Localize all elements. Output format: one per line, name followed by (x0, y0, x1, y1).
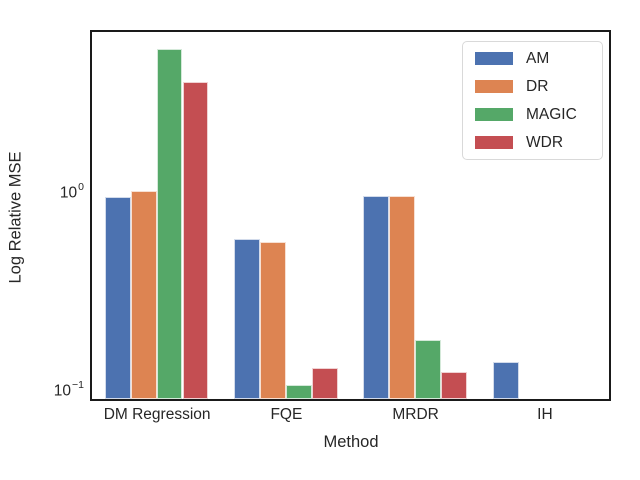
bar-magic-dm-regression (156, 48, 183, 399)
y-tick-1e-1-base: 10 (53, 382, 72, 400)
bar-am-dm-regression (104, 196, 131, 399)
bar-dr-dm-regression (130, 190, 157, 399)
bar-am-fqe (234, 239, 261, 399)
bar-magic-mrdr (415, 340, 441, 399)
bar-wdr-fqe (311, 368, 338, 399)
y-tick-1e0-exp: 0 (78, 181, 84, 194)
legend-item-magic: MAGIC (475, 106, 590, 123)
legend-swatch-dr (475, 80, 513, 93)
bar-dr-mrdr (389, 196, 416, 399)
y-axis-label: Log Relative MSE (6, 151, 25, 284)
x-tick-ih: IH (537, 406, 553, 423)
y-tick-1e-1-exp: −1 (72, 379, 84, 392)
bar-wdr-mrdr (441, 371, 467, 399)
y-tick-1e0-base: 10 (59, 184, 78, 202)
legend-swatch-wdr (475, 136, 513, 149)
legend-label-magic: MAGIC (526, 106, 577, 123)
x-tick-fqe: FQE (270, 406, 303, 423)
legend-item-dr: DR (475, 78, 590, 95)
bar-am-ih (492, 361, 519, 399)
y-tick-1e-1: 10−1 (53, 379, 84, 401)
legend-label-dr: DR (526, 78, 549, 95)
legend-swatch-magic (475, 108, 513, 121)
legend-item-am: AM (475, 50, 590, 67)
legend: AM DR MAGIC WDR (462, 41, 603, 160)
x-tick-mrdr: MRDR (392, 406, 439, 423)
bar-magic-fqe (285, 385, 312, 399)
bar-dr-fqe (260, 242, 286, 399)
y-tick-1e0: 100 (59, 181, 84, 202)
x-tick-dm-regression: DM Regression (103, 406, 211, 423)
legend-label-am: AM (526, 50, 550, 67)
bar-am-mrdr (363, 196, 390, 399)
bar-wdr-dm-regression (182, 82, 209, 399)
legend-label-wdr: WDR (526, 134, 564, 151)
legend-swatch-am (475, 52, 513, 65)
x-axis-label: Method (323, 433, 379, 451)
legend-item-wdr: WDR (475, 134, 590, 151)
